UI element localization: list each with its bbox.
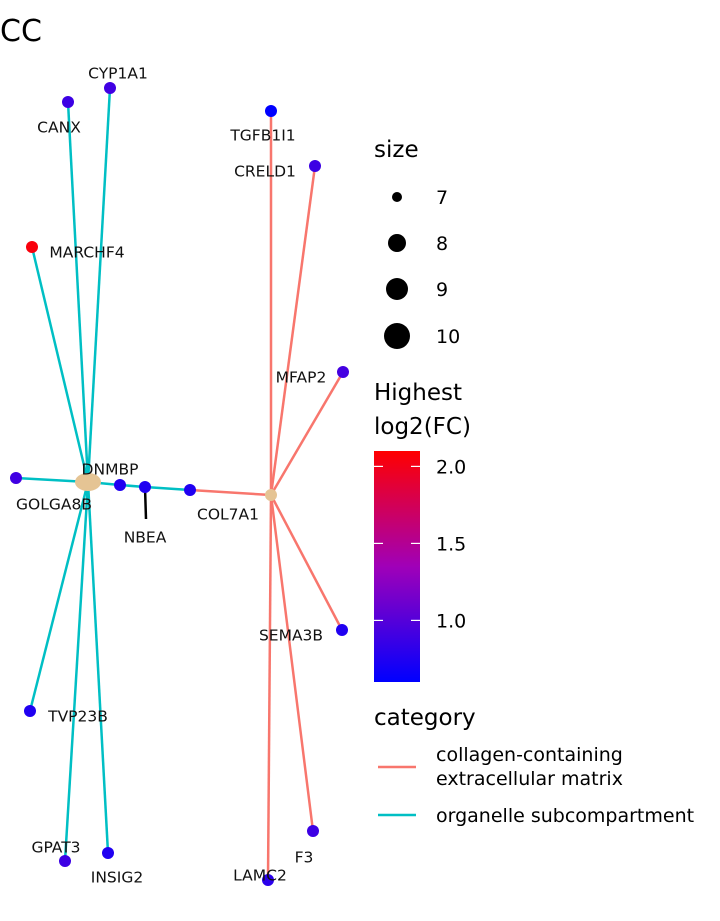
- edge-layer: [15, 87, 345, 881]
- edge-collagen-creld1: [269, 165, 317, 496]
- gene-node-creld1: [309, 160, 321, 172]
- edge-organelle-marchf4: [30, 246, 90, 483]
- legend: size 7 8 9 10 Highest log2(FC) 2.0 1.5 1.0…: [374, 137, 694, 827]
- size-key-8: [388, 234, 406, 252]
- hub-node-collagen: [265, 489, 277, 501]
- gene-node-canx: [62, 96, 74, 108]
- gene-label-sema3b: SEMA3B: [259, 627, 323, 645]
- gene-node-sema3b: [336, 624, 348, 636]
- edge-organelle-insig2: [86, 481, 110, 854]
- gene-label-nbea: NBEA: [124, 529, 167, 547]
- gene-node-marchf4: [26, 241, 38, 253]
- edge-organelle-gpat3: [63, 481, 90, 862]
- node-layer: [10, 82, 349, 886]
- gene-node-insig2: [102, 847, 114, 859]
- category-legend-title: category: [374, 705, 476, 731]
- size-key-10: [384, 323, 410, 349]
- gene-node-col7a1: [184, 484, 196, 496]
- edge-collagen-col7a1: [189, 488, 272, 497]
- edge-collagen-f3: [269, 494, 315, 832]
- edge-collagen-sema3b: [269, 494, 344, 631]
- gene-node-f3: [307, 825, 319, 837]
- size-key-9: [386, 278, 408, 300]
- size-label-7: 7: [436, 187, 448, 209]
- category-label-collagen-line1: collagen-containing: [436, 744, 623, 766]
- hub-node-organelle: [75, 473, 101, 491]
- size-key-7: [392, 192, 402, 202]
- category-label-organelle: organelle subcompartment: [436, 805, 694, 827]
- gene-node-tgfb1i1: [265, 105, 277, 117]
- gene-label-mfap2: MFAP2: [276, 369, 327, 387]
- colorbar-ticks: 2.0 1.5 1.0: [374, 456, 466, 632]
- edge-organelle-tvp23b: [28, 481, 90, 712]
- colorbar-tick-label: 1.5: [436, 533, 466, 555]
- size-label-8: 8: [436, 233, 448, 255]
- plot-title: CC: [0, 14, 42, 49]
- gene-node-nbea: [139, 481, 151, 493]
- gene-label-lamc2: LAMC2: [233, 867, 287, 885]
- gene-label-insig2: INSIG2: [91, 869, 143, 887]
- gene-label-tgfb1i1: TGFB1I1: [229, 127, 295, 145]
- gene-label-creld1: CRELD1: [234, 163, 296, 181]
- label-layer: CYP1A1 CANX MARCHF4 DNMBP GOLGA8B NBEA TVP23B G…: [16, 65, 326, 887]
- color-legend-title-line1: Highest: [374, 380, 462, 406]
- edge-collagen-lamc2: [266, 494, 273, 881]
- gene-node-lamc2: [262, 874, 274, 886]
- gene-label-col7a1: COL7A1: [197, 506, 259, 524]
- gene-label-cyp1a1: CYP1A1: [88, 65, 148, 83]
- gene-node-mfap2: [337, 366, 349, 378]
- gene-node-gpat3: [59, 855, 71, 867]
- category-label-collagen-line2: extracellular matrix: [436, 768, 623, 790]
- gene-node-cyp1a1: [104, 82, 116, 94]
- edge-organelle-canx: [66, 101, 90, 483]
- colorbar: [374, 451, 420, 682]
- edge-organelle-cyp1a1: [86, 87, 112, 483]
- edge-nbea-col7a1: [144, 485, 191, 492]
- gene-label-canx: CANX: [37, 119, 81, 137]
- gene-label-gpat3: GPAT3: [31, 839, 80, 857]
- gene-label-tvp23b: TVP23B: [47, 708, 108, 726]
- gene-node-tvp23b: [24, 705, 36, 717]
- size-label-9: 9: [436, 279, 448, 301]
- color-legend-title-line2: log2(FC): [374, 414, 471, 440]
- size-label-10: 10: [436, 326, 460, 348]
- gene-label-dnmbp: DNMBP: [82, 461, 139, 479]
- gene-node-golga8b: [10, 472, 22, 484]
- gene-label-f3: F3: [295, 849, 314, 867]
- colorbar-tick-label: 2.0: [436, 456, 466, 478]
- colorbar-tick-label: 1.0: [436, 610, 466, 632]
- gene-node-dnmbp: [114, 479, 126, 491]
- gene-label-golga8b: GOLGA8B: [16, 496, 92, 514]
- edge-collagen-mfap2: [269, 371, 345, 496]
- gene-label-marchf4: MARCHF4: [49, 244, 124, 262]
- size-legend-title: size: [374, 137, 419, 163]
